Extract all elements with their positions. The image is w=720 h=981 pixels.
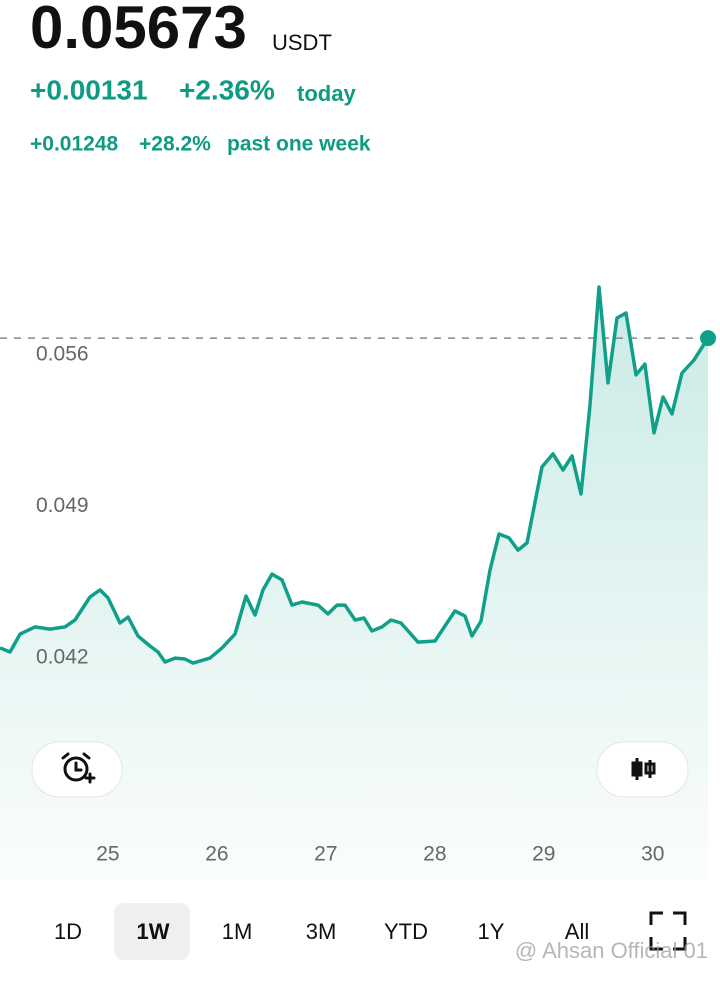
price-area bbox=[0, 287, 709, 880]
time-range-tab[interactable]: 3M bbox=[306, 919, 337, 944]
change-week-pct: +28.2% bbox=[139, 133, 211, 156]
week-label: past one week bbox=[227, 133, 371, 156]
today-label: today bbox=[297, 81, 356, 106]
y-tick-label-bg bbox=[30, 337, 96, 370]
price: 0.05673 bbox=[30, 0, 247, 61]
time-range-tab[interactable]: 1Y bbox=[478, 919, 505, 944]
time-range-tab[interactable]: YTD bbox=[384, 919, 428, 944]
y-tick-label: 0.049 bbox=[36, 494, 89, 517]
watermark: @ Ahsan Official 01 bbox=[515, 938, 708, 963]
time-range-tab[interactable]: 1D bbox=[54, 919, 82, 944]
time-range-tab[interactable]: 1M bbox=[222, 919, 253, 944]
price-line bbox=[0, 285, 710, 665]
alarm-icon bbox=[61, 752, 96, 784]
change-today: +0.00131 bbox=[30, 74, 148, 105]
candle-icon bbox=[631, 758, 656, 780]
y-tick-label-bg bbox=[30, 489, 96, 522]
y-tick-label: 0.056 bbox=[36, 342, 89, 365]
change-today-pct: +2.36% bbox=[179, 74, 275, 105]
price-unit: USDT bbox=[272, 30, 332, 55]
current-price-dot bbox=[700, 330, 717, 347]
alarm-button[interactable] bbox=[31, 741, 123, 798]
time-range-tab[interactable]: All bbox=[565, 919, 589, 944]
selected-range-bg bbox=[114, 903, 190, 960]
time-range-tab[interactable]: 1W bbox=[137, 919, 170, 944]
fullscreen-button[interactable] bbox=[649, 911, 687, 951]
candle-button[interactable] bbox=[596, 741, 689, 798]
change-week: +0.01248 bbox=[30, 133, 118, 156]
